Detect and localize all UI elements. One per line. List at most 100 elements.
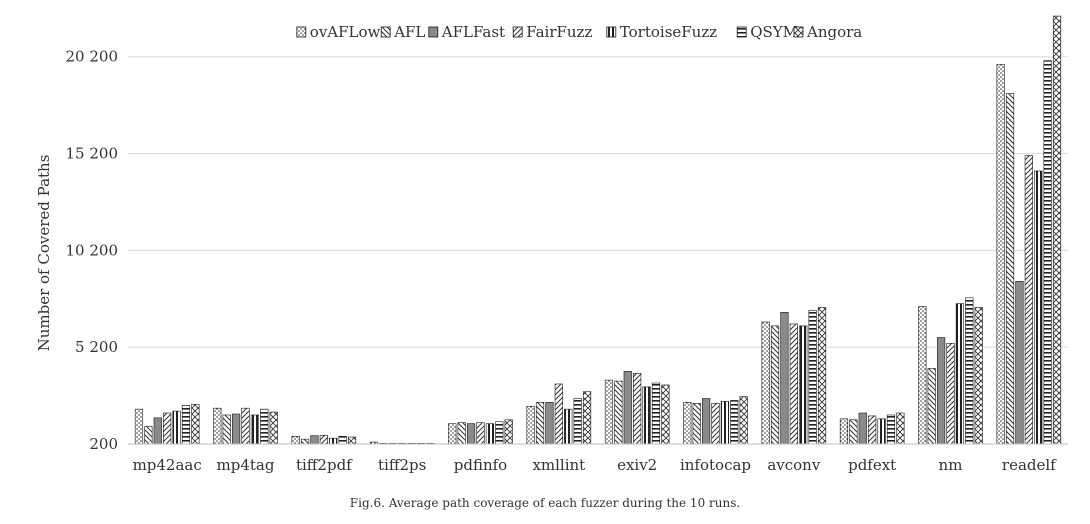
- bar-qsym-mp4tag: [260, 408, 269, 445]
- x-tick-label: tiff2ps: [378, 456, 426, 474]
- legend-swatch-tortoisefuzz: [606, 26, 617, 38]
- bar-fairfuzz-tiff2pdf: [319, 434, 328, 445]
- y-tick-label: 10 200: [66, 241, 119, 259]
- bar-angora-pdfinfo: [504, 419, 513, 445]
- bar-tortoisefuzz-mp4tag: [250, 414, 260, 445]
- bar-qsym-exiv2: [651, 382, 661, 445]
- legend-swatch-afl: [380, 26, 391, 38]
- bar-tortoisefuzz-infotocap: [720, 401, 729, 445]
- bar-angora-pdfext: [896, 412, 905, 445]
- bar-ovaflow-exiv2: [604, 379, 614, 445]
- bar-tortoisefuzz-pdfinfo: [485, 423, 495, 445]
- legend-swatch-fairfuzz: [512, 26, 523, 38]
- bars: [134, 15, 1062, 445]
- legend-swatch-aflfast: [428, 26, 439, 38]
- bar-aflfast-pdfext: [858, 412, 867, 445]
- bar-aflfast-tiff2pdf: [310, 435, 319, 445]
- y-tick-label: 5 200: [75, 338, 118, 356]
- legend-label-ovaflow: ovAFLow: [310, 23, 381, 41]
- bar-fairfuzz-mp42aac: [163, 412, 172, 445]
- bar-afl-exiv2: [614, 380, 623, 445]
- legend-label-tortoisefuzz: TortoiseFuzz: [620, 23, 717, 41]
- bar-tortoisefuzz-exiv2: [642, 386, 651, 445]
- bar-afl-pdfext: [849, 419, 858, 445]
- bar-qsym-nm: [965, 297, 974, 445]
- bar-qsym-mp42aac: [181, 404, 191, 445]
- legend-label-qsym: QSYM: [750, 23, 798, 41]
- bar-ovaflow-nm: [918, 306, 927, 445]
- bar-aflfast-readelf: [1015, 281, 1024, 445]
- bar-ovaflow-mp4tag: [213, 407, 222, 445]
- x-tick-label: readelf: [1002, 456, 1057, 474]
- bar-fairfuzz-infotocap: [711, 403, 720, 445]
- bar-tortoisefuzz-pdfext: [877, 418, 886, 445]
- bar-ovaflow-mp42aac: [134, 408, 144, 445]
- x-tick-label: avconv: [767, 456, 821, 474]
- bar-aflfast-pdfinfo: [466, 423, 476, 445]
- bar-afl-readelf: [1005, 93, 1015, 445]
- bar-afl-mp4tag: [222, 414, 231, 445]
- bar-tortoisefuzz-xmllint: [564, 408, 573, 445]
- bar-fairfuzz-avconv: [789, 323, 798, 445]
- bar-ovaflow-avconv: [761, 321, 770, 445]
- bar-qsym-tiff2pdf: [338, 435, 347, 445]
- bar-fairfuzz-mp4tag: [241, 407, 250, 445]
- bar-afl-tiff2pdf: [300, 438, 310, 445]
- x-tick-label: infotocap: [680, 456, 751, 474]
- bar-afl-nm: [927, 368, 936, 445]
- bar-qsym-pdfext: [886, 414, 896, 445]
- x-tick-label: pdfext: [848, 456, 896, 474]
- bar-angora-mp42aac: [191, 404, 200, 445]
- bar-afl-avconv: [770, 325, 780, 445]
- bar-angora-infotocap: [739, 396, 748, 445]
- bar-fairfuzz-readelf: [1024, 155, 1033, 445]
- bar-angora-avconv: [817, 307, 827, 445]
- figure-caption: Fig.6. Average path coverage of each fuz…: [349, 496, 741, 510]
- bar-angora-nm: [974, 307, 983, 445]
- bar-tortoisefuzz-readelf: [1034, 170, 1043, 445]
- bar-angora-tiff2pdf: [347, 436, 357, 445]
- bar-qsym-pdfinfo: [495, 421, 504, 445]
- bar-ovaflow-infotocap: [683, 402, 692, 445]
- bar-aflfast-infotocap: [701, 398, 711, 445]
- bar-tortoisefuzz-avconv: [799, 325, 808, 445]
- bar-tortoisefuzz-mp42aac: [172, 410, 181, 445]
- legend: ovAFLow AFL AFLFast FairFuzz TortoiseFuzz QSY…: [296, 23, 862, 41]
- legend-label-aflfast: AFLFast: [441, 23, 505, 41]
- bar-angora-xmllint: [582, 391, 592, 445]
- bar-afl-xmllint: [535, 402, 545, 445]
- bar-chart: 200 5 200 10 200 15 200 20 200 mp42aac mp4tag t…: [35, 15, 1068, 474]
- x-tick-label: pdfinfo: [454, 456, 507, 474]
- bar-angora-mp4tag: [269, 411, 278, 445]
- legend-swatch-angora: [793, 26, 804, 38]
- bar-qsym-avconv: [808, 310, 817, 445]
- y-tick-label: 15 200: [66, 145, 119, 163]
- axes: 200 5 200 10 200 15 200 20 200 mp42aac mp4tag t…: [66, 48, 1068, 474]
- bar-afl-infotocap: [692, 403, 701, 445]
- bar-ovaflow-pdfext: [839, 418, 849, 445]
- legend-swatch-ovaflow: [296, 26, 307, 38]
- bar-qsym-readelf: [1043, 60, 1052, 445]
- x-tick-label: nm: [939, 456, 963, 474]
- x-tick-label: mp4tag: [217, 456, 275, 474]
- bar-fairfuzz-xmllint: [554, 383, 563, 445]
- bar-aflfast-mp4tag: [232, 413, 241, 445]
- bar-fairfuzz-exiv2: [633, 373, 642, 445]
- x-tick-label: exiv2: [617, 456, 657, 474]
- x-tick-label: xmllint: [532, 456, 585, 474]
- bar-afl-mp42aac: [144, 426, 153, 445]
- legend-label-angora: Angora: [806, 23, 862, 41]
- x-tick-label: mp42aac: [133, 456, 202, 474]
- y-tick-label: 200: [89, 435, 118, 453]
- legend-swatch-qsym: [736, 26, 747, 38]
- x-tick-label: tiff2pdf: [296, 456, 353, 474]
- bar-aflfast-mp42aac: [153, 417, 162, 445]
- bar-ovaflow-pdfinfo: [448, 423, 457, 445]
- bar-aflfast-exiv2: [623, 371, 632, 445]
- bar-angora-readelf: [1052, 15, 1062, 445]
- bar-afl-pdfinfo: [457, 422, 466, 445]
- bar-qsym-infotocap: [730, 400, 739, 445]
- legend-label-fairfuzz: FairFuzz: [526, 23, 592, 41]
- bar-tortoisefuzz-nm: [955, 303, 964, 445]
- bar-aflfast-xmllint: [545, 402, 554, 445]
